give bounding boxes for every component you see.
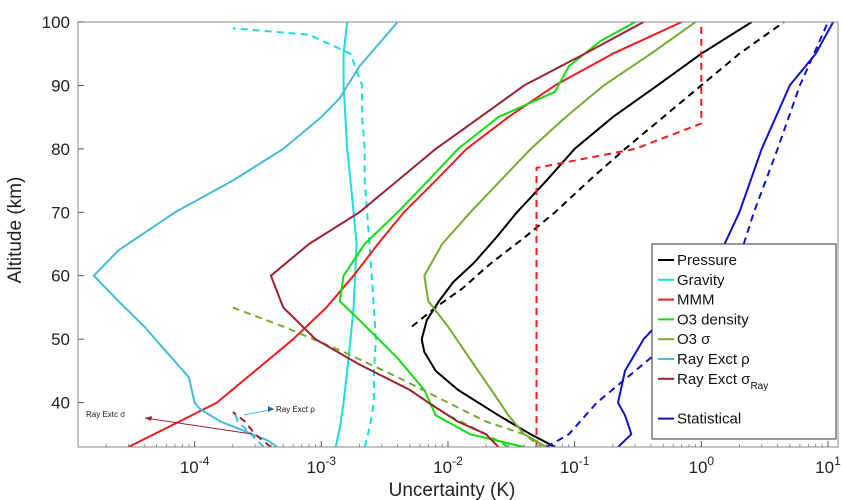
legend-label-o3density: O3 density xyxy=(677,311,749,328)
annotation-arrowhead-sigma xyxy=(145,416,152,421)
x-tick-label: 10-2 xyxy=(433,454,463,477)
series-line-gravity-dashed xyxy=(232,27,377,447)
series-line-o3density xyxy=(338,22,636,447)
annotation-ray-exct-rho: Ray Exct ρ xyxy=(276,405,315,414)
legend-label-statistical: Statistical xyxy=(677,411,741,428)
legend-label-o3sigma: O3 σ xyxy=(677,331,711,348)
y-axis-label: Altitude (km) xyxy=(5,177,26,284)
y-tick-label: 100 xyxy=(42,13,70,32)
x-tick-label: 10-4 xyxy=(180,454,210,477)
legend-label-ray-rho: Ray Exct ρ xyxy=(677,351,750,368)
annotation-arrow-sigma xyxy=(144,417,253,435)
y-tick-label: 60 xyxy=(51,267,70,286)
x-tick-label: 10-3 xyxy=(307,454,337,477)
series-line-gravity xyxy=(334,22,358,447)
series-line-o3sigma xyxy=(423,22,697,447)
legend-label-mmm: MMM xyxy=(677,292,715,309)
annotation-arrowhead-rho xyxy=(268,406,274,412)
x-tick-label: 10-1 xyxy=(560,454,590,477)
y-tick-label: 90 xyxy=(51,76,70,95)
y-tick-label: 40 xyxy=(51,394,70,413)
legend-label-pressure: Pressure xyxy=(677,252,737,269)
series-line-ray-sigma xyxy=(269,22,645,447)
annotation-ray-extc-sigma: Ray Extc σ xyxy=(86,410,125,419)
y-tick-label: 80 xyxy=(51,140,70,159)
x-tick-label: 101 xyxy=(815,454,841,477)
y-tick-label: 50 xyxy=(51,330,70,349)
plot-frame xyxy=(77,21,839,448)
series-line-mmm xyxy=(127,22,683,447)
series-line-mmm-dashed xyxy=(535,22,703,447)
x-axis-label: Uncertainty (K) xyxy=(389,480,516,500)
series-line-pressure xyxy=(420,22,753,447)
series-line-o3sigma-dashed xyxy=(232,306,543,447)
series-line-statistical-dashed xyxy=(546,22,829,447)
series-line-pressure-dashed xyxy=(411,22,785,328)
legend-box xyxy=(651,243,837,440)
legend-label-gravity: Gravity xyxy=(677,272,725,289)
x-tick-label: 100 xyxy=(688,454,714,477)
series-line-o3density-dashed xyxy=(409,389,509,447)
series-line-ray-rho-dashed xyxy=(234,414,265,447)
legend: Pressure Gravity MMM O3 density O3 σ Ray Exct… xyxy=(651,243,837,440)
y-tick-label: 70 xyxy=(51,203,70,222)
legend-label-ray-sigma: Ray Exct σRay xyxy=(677,371,768,392)
series-line-ray-sigma-dashed xyxy=(232,411,272,447)
series-line-ray-rho xyxy=(92,22,399,447)
